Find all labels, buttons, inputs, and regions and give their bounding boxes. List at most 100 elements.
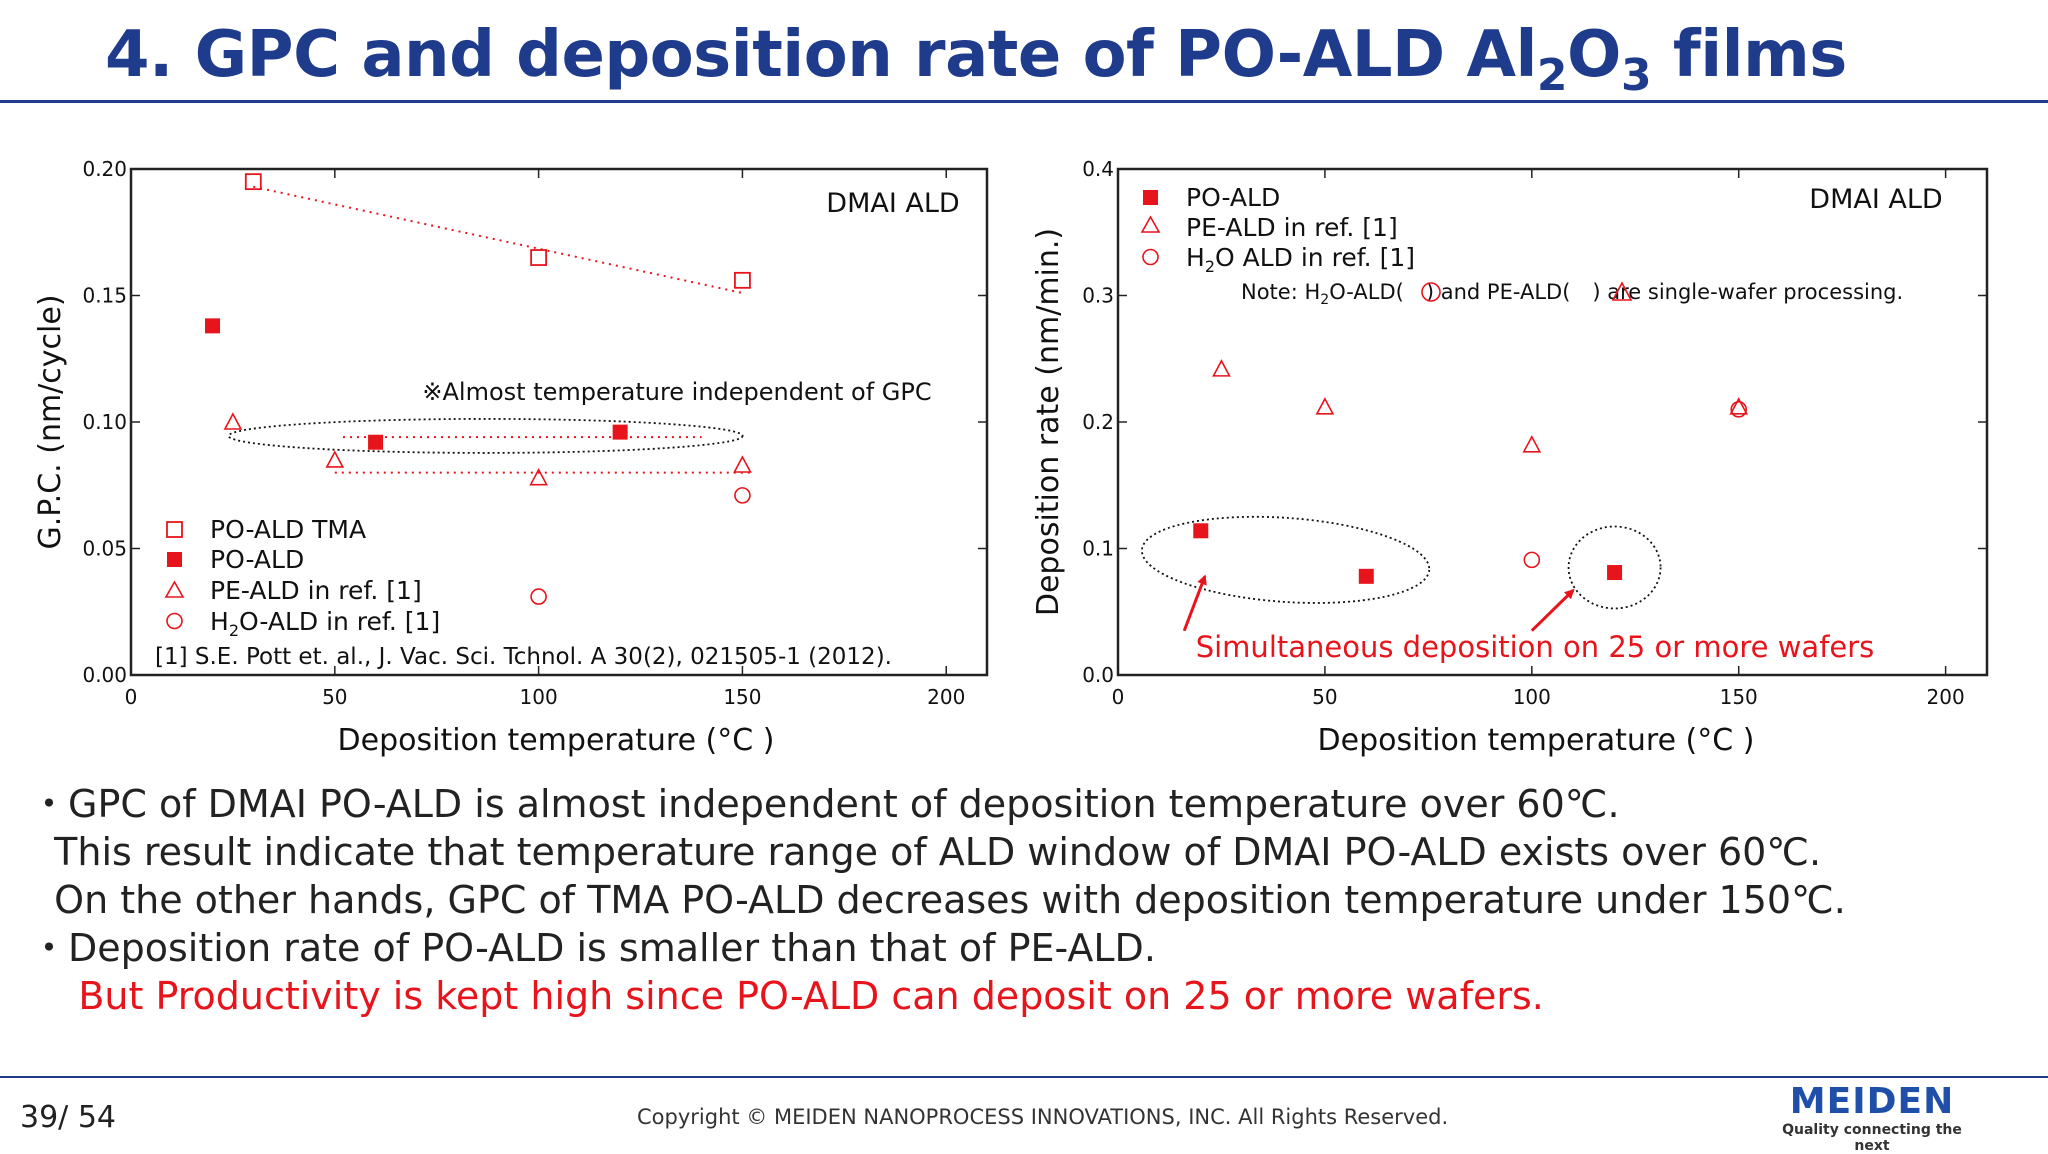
rate-data-points [1193, 359, 1749, 584]
x-tick-label: 150 [1720, 685, 1758, 709]
point-open-circle [1523, 551, 1541, 569]
x-tick-label: 50 [1312, 685, 1337, 709]
legend-marker-filled-square [167, 552, 182, 567]
bullet-line-3: On the other hands, GPC of TMA PO-ALD de… [30, 878, 1846, 922]
y-tick-label: 0.05 [82, 537, 127, 561]
legend-marker-open-triangle [1140, 215, 1161, 233]
gpc-ticks: 0 50 100 150 200 0.00 0.05 0.10 0.15 0.20 [82, 157, 987, 709]
legend-label-po-tma: PO-ALD TMA [210, 515, 366, 544]
y-tick-label: 0.2 [1082, 410, 1114, 434]
x-tick-label: 50 [322, 685, 347, 709]
rate-annotation: Simultaneous deposition on 25 or more wa… [1196, 630, 1875, 664]
x-tick-label: 100 [520, 685, 558, 709]
rate-guide-lines [1141, 515, 1662, 632]
rate-x-axis-label: Deposition temperature (°C ) [1318, 723, 1755, 758]
meiden-logo: MEIDEN Quality connecting the next [1772, 1082, 1972, 1154]
point-filled-square [1358, 568, 1374, 584]
rate-legend: PO-ALD PE-ALD in ref. [1] H2O ALD in ref… [1140, 183, 1415, 276]
rate-chart-title: DMAI ALD [1809, 184, 1942, 215]
title-suffix: films [1651, 18, 1847, 92]
point-open-triangle [223, 412, 243, 430]
legend-marker-open-triangle [164, 580, 185, 598]
point-open-circle [1730, 401, 1748, 418]
copyright: Copyright © MEIDEN NANOPROCESS INNOVATIO… [637, 1105, 1449, 1129]
point-open-triangle [325, 450, 345, 468]
title-prefix: 4. GPC and deposition rate of PO-ALD Al [105, 18, 1537, 92]
gpc-y-axis-label: G.P.C. (nm/cycle) [33, 294, 68, 549]
point-filled-square [612, 424, 628, 440]
note-triangle-symbol [1611, 281, 1633, 301]
legend-label-po: PO-ALD [1186, 183, 1280, 212]
deposition-rate-chart: 0 50 100 150 200 0.0 0.1 0.2 0.3 0.4 DMAI ALD PO-… [1031, 157, 1989, 758]
logo-brand: MEIDEN [1789, 1081, 1955, 1122]
legend-label-pe: PE-ALD in ref. [1] [210, 576, 422, 605]
legend-marker-open-circle [166, 612, 183, 630]
y-tick-label: 0.3 [1082, 284, 1114, 308]
bullet-line-1: ・GPC of DMAI PO-ALD is almost independen… [30, 782, 1620, 826]
gpc-x-axis-label: Deposition temperature (°C ) [338, 723, 775, 758]
legend-label-h2o: H2O-ALD in ref. [1] [210, 607, 440, 640]
page-number: 39∕ 54 [20, 1100, 116, 1135]
y-tick-label: 0.00 [82, 663, 127, 687]
po-highlight-ellipse [227, 418, 744, 454]
bullet-line-5: But Productivity is kept high since PO-A… [30, 974, 1544, 1018]
point-open-triangle [1522, 435, 1542, 453]
rate-note: Note: H2O-ALD() and PE-ALD() are single-… [1241, 280, 1903, 308]
note-circle-symbol [1421, 282, 1441, 302]
legend-marker-open-circle [1142, 248, 1159, 266]
point-open-triangle [733, 455, 752, 473]
bullet-line-4: ・Deposition rate of PO-ALD is smaller th… [30, 926, 1156, 970]
annotation-arrow-right [1530, 588, 1575, 632]
page-title: 4. GPC and deposition rate of PO-ALD Al2… [105, 18, 1847, 101]
y-tick-label: 0.0 [1082, 663, 1114, 687]
point-open-triangle [529, 467, 548, 486]
point-open-square [530, 249, 548, 266]
title-oxygen: O [1567, 18, 1621, 92]
legend-marker-open-square [166, 521, 183, 538]
gpc-guide-lines [227, 185, 751, 474]
point-open-square [244, 173, 262, 191]
point-filled-square [1607, 565, 1623, 581]
y-tick-label: 0.10 [82, 410, 127, 434]
bullet-list: ・GPC of DMAI PO-ALD is almost independen… [30, 780, 1846, 1020]
gpc-data-points [205, 173, 752, 605]
tma-trend-line [253, 185, 743, 294]
x-tick-label: 150 [723, 685, 761, 709]
point-open-triangle [1212, 359, 1231, 377]
y-tick-label: 0.4 [1082, 157, 1114, 181]
header-rule [0, 100, 2048, 103]
point-open-circle [530, 588, 547, 605]
gpc-reference: [1] S.E. Pott et. al., J. Vac. Sci. Tchn… [155, 644, 892, 670]
legend-label-h2o: H2O ALD in ref. [1] [1186, 243, 1415, 276]
title-subscript-3: 3 [1620, 49, 1652, 101]
point-filled-square [205, 318, 221, 334]
rate-ticks: 0 50 100 150 200 0.0 0.1 0.2 0.3 0.4 [1082, 157, 1987, 709]
gpc-legend: PO-ALD TMA PO-ALD PE-ALD in ref. [1] H2O… [164, 515, 440, 640]
po-group-ellipse [1141, 515, 1431, 604]
footer-rule [0, 1076, 2048, 1078]
y-tick-label: 0.1 [1082, 537, 1114, 561]
x-tick-label: 0 [125, 685, 138, 709]
point-open-square [734, 271, 751, 289]
legend-label-pe: PE-ALD in ref. [1] [1186, 213, 1398, 242]
x-tick-label: 0 [1112, 685, 1125, 709]
legend-label-po: PO-ALD [210, 545, 304, 574]
x-tick-label: 200 [927, 685, 965, 709]
gpc-chart: 0 50 100 150 200 0.00 0.05 0.10 0.15 0.20 DMAI AL… [33, 157, 989, 758]
point-open-triangle [1729, 397, 1749, 415]
bullet-line-2: This result indicate that temperature ra… [30, 830, 1822, 874]
gpc-chart-title: DMAI ALD [826, 188, 959, 219]
rate-y-axis-label: Deposition rate (nm/min.) [1031, 228, 1066, 616]
title-subscript-2: 2 [1536, 49, 1568, 101]
legend-marker-filled-square [1143, 190, 1158, 205]
point-open-circle [734, 487, 751, 504]
rate-note-text: Note: H2O-ALD() and PE-ALD() are single-… [1241, 280, 1903, 308]
po-single-ellipse [1567, 525, 1662, 610]
y-tick-label: 0.15 [82, 284, 127, 308]
x-tick-label: 200 [1927, 685, 1965, 709]
point-filled-square [1193, 523, 1209, 539]
point-filled-square [368, 434, 384, 450]
point-open-triangle [1315, 397, 1335, 415]
annotation-arrow-left [1182, 574, 1207, 632]
charts-area: 0 50 100 150 200 0.00 0.05 0.10 0.15 0.2 0 DMAI AL… [33, 157, 1989, 758]
